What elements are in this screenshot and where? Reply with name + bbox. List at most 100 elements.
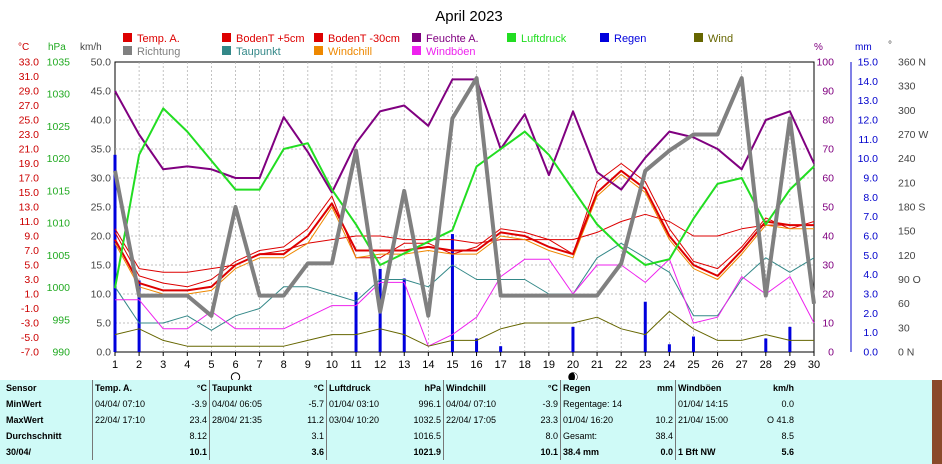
y-tick-label: 5.0 — [96, 318, 111, 330]
stats-cell-value: 1016.5 — [413, 431, 441, 441]
y-tick-label: 990 — [52, 347, 70, 359]
series-line-luftdruck — [114, 107, 815, 289]
x-tick-label: 16 — [470, 359, 482, 371]
y-tick-label: 60 — [898, 298, 910, 310]
x-tick-label: 2 — [136, 359, 142, 371]
axis-units: °C hPa km/h% mm ° — [18, 40, 892, 53]
stats-table: Sensor Temp. A. °C Taupunkt °C Luftdruck… — [0, 380, 796, 460]
x-tick-label: 9 — [305, 359, 311, 371]
stats-cell-value: 10.1 — [189, 447, 207, 457]
stats-cell-time: Regentage: 14 — [560, 396, 643, 412]
x-tick-label: 15 — [446, 359, 458, 371]
x-tick-label: 26 — [711, 359, 723, 371]
y-tick-label: 25.0 — [91, 202, 112, 214]
y-tick-label: 0 — [828, 347, 834, 359]
legend-swatch — [412, 33, 421, 42]
y-tick-label: 0.0 — [96, 347, 111, 359]
stats-cell-value: 3.6 — [311, 447, 324, 457]
x-tick-label: 24 — [663, 359, 675, 371]
legend-label: BodenT +5cm — [236, 33, 305, 45]
legend-label: Feuchte A. — [426, 33, 479, 45]
y-tick-label: 150 — [898, 226, 916, 238]
y-tick-label: 5.0 — [863, 250, 878, 262]
legend-label: Temp. A. — [137, 33, 180, 45]
y-tick-label: 11.0 — [858, 134, 878, 146]
rain-bar — [450, 234, 454, 352]
y-tick-label: 15.0 — [858, 57, 879, 69]
y-tick-label: 2.0 — [863, 308, 878, 320]
legend-swatch — [314, 33, 323, 42]
rain-bar — [354, 292, 358, 352]
x-tick-label: 13 — [398, 359, 410, 371]
stats-header-title: Temp. A. — [92, 380, 175, 396]
y-tick-label: 1020 — [47, 153, 71, 165]
y-tick-label: 240 — [898, 153, 916, 165]
x-tick-label: 27 — [736, 359, 748, 371]
stats-header-unit: km/h — [772, 383, 794, 393]
y-tick-label: 20 — [822, 289, 834, 301]
legend-swatch — [222, 33, 231, 42]
legend: Temp. A. BodenT +5cm BodenT -30cm Feuchte A… — [123, 33, 733, 58]
x-tick-label: 25 — [687, 359, 699, 371]
legend-swatch — [123, 46, 132, 55]
rain-bar — [643, 301, 647, 352]
y-tick-label: -1.0 — [21, 303, 39, 315]
axis-unit: ° — [888, 40, 892, 51]
stats-cell-value: 38.4 — [655, 431, 673, 441]
y-tick-label: 7.0 — [863, 211, 878, 223]
y-tick-label: 70 — [822, 144, 834, 156]
y-tick-label: 13.0 — [858, 95, 879, 107]
x-tick-label: 6 — [232, 359, 238, 371]
stats-cell-value: -5.7 — [308, 399, 324, 409]
legend-swatch — [123, 33, 132, 42]
y-tick-label: 330 — [898, 81, 916, 93]
y-tick-label: 60 — [822, 173, 834, 185]
stats-cell-value — [643, 396, 676, 412]
y-tick-label: 8.0 — [863, 192, 878, 204]
y-tick-label: 4.0 — [863, 269, 878, 281]
legend-label: BodenT -30cm — [328, 33, 400, 45]
stats-cell-value: -3.9 — [542, 399, 558, 409]
y-tick-label: 23.0 — [19, 129, 40, 141]
stats-cell-time: 21/04/ 15:00 — [675, 412, 758, 428]
x-tick-label: 8 — [281, 359, 287, 371]
stats-cell-time: 01/04/ 14:15 — [675, 396, 758, 412]
x-tick-label: 1 — [112, 359, 118, 371]
x-tick-label: 23 — [639, 359, 651, 371]
y-tick-label: 3.0 — [24, 274, 39, 286]
legend-swatch — [412, 46, 421, 55]
legend-label: Wind — [708, 33, 733, 45]
y-tick-label: 27.0 — [19, 100, 40, 112]
y-tick-label: 12.0 — [858, 115, 879, 127]
legend-label: Windböen — [426, 46, 476, 58]
y-tick-label: 1005 — [47, 250, 71, 262]
stats-cell-time: 01/04/ 03:10 — [326, 396, 403, 412]
series-line-temp-a — [114, 169, 814, 292]
stats-row: MaxWert 22/04/ 17:10 23.4 28/04/ 21:35 11.2 0… — [0, 412, 796, 428]
y-tick-label: 995 — [52, 314, 70, 326]
stats-cell-time — [326, 444, 403, 460]
stats-row: MinWert 04/04/ 07:10 -3.9 04/04/ 06:05 -5.7 0… — [0, 396, 796, 412]
y-tick-label: 1.0 — [24, 289, 39, 301]
stats-cell-time: 03/04/ 10:20 — [326, 412, 403, 428]
stats-cell-time — [326, 428, 403, 444]
rain-bar — [764, 338, 768, 352]
stats-cell-time — [92, 428, 175, 444]
moon-phases — [230, 372, 578, 380]
stats-cell-value: 5.6 — [781, 447, 794, 457]
x-tick-label: 14 — [422, 359, 434, 371]
legend-swatch — [694, 33, 703, 42]
y-tick-label: 180 S — [898, 202, 925, 214]
stats-header-row: Sensor Temp. A. °C Taupunkt °C Luftdruck… — [0, 380, 796, 396]
stats-cell-value: 11.2 — [307, 415, 324, 425]
rain-bar — [475, 338, 479, 352]
x-tick-label: 12 — [374, 359, 386, 371]
legend-label: Windchill — [328, 46, 372, 58]
rain-bar — [788, 326, 792, 352]
rain-bar — [667, 344, 671, 352]
stats-cell-value: 8.5 — [781, 431, 794, 441]
y-tick-label: 1025 — [47, 121, 71, 133]
x-tick-label: 18 — [519, 359, 531, 371]
y-tick-label: 80 — [822, 115, 834, 127]
stats-row: 30/04/10.1 3.6 1021.9 10.1 38.4 mm 0.0 1 Bft N… — [0, 444, 796, 460]
